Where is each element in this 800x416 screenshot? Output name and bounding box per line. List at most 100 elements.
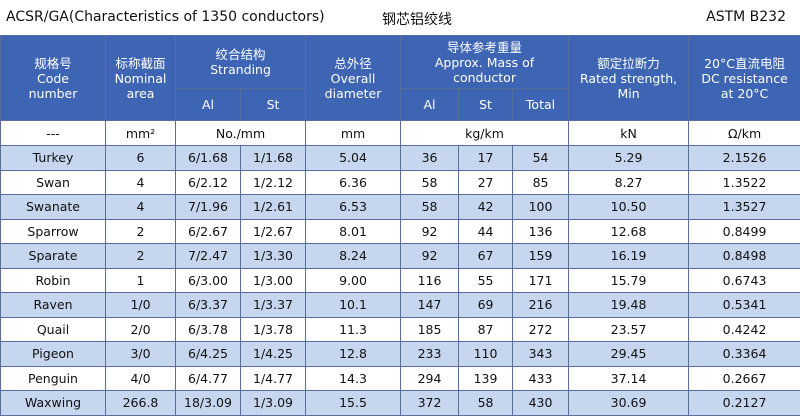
- cell: 16.19: [568, 243, 690, 269]
- cell: 12.68: [568, 218, 690, 244]
- cell: 0.6743: [688, 267, 800, 293]
- cell: 67: [458, 243, 514, 269]
- header-line: Overall: [330, 70, 376, 86]
- cell: Raven: [0, 292, 106, 318]
- cell: 110: [458, 341, 514, 367]
- header-row: 规格号 Code number 标称截面 Nominal area 绞合结构 Strandin…: [0, 35, 800, 121]
- cell: 1: [105, 267, 176, 293]
- cell: Penguin: [0, 365, 106, 391]
- cell: 1/3.09: [239, 390, 307, 416]
- cell: 5.29: [568, 145, 690, 171]
- cell: 92: [400, 243, 460, 269]
- cell: 17: [458, 145, 514, 171]
- data-row: Sparate 2 7/2.47 1/3.30 8.24 92 67 159 16.19 0.84…: [0, 243, 800, 269]
- cell: 6/4.25: [175, 341, 241, 367]
- cell: 0.5341: [688, 292, 800, 318]
- cell: 58: [400, 194, 460, 220]
- cell: 54: [512, 145, 570, 171]
- subheader: St: [458, 88, 514, 121]
- cell: 185: [400, 316, 460, 342]
- unit: kg/km: [400, 120, 570, 146]
- cell: 6.36: [305, 169, 402, 195]
- cell: 100: [512, 194, 570, 220]
- column-header: 绞合结构 Stranding: [174, 35, 307, 89]
- cell: 2: [105, 218, 176, 244]
- data-row: Penguin 4/0 6/4.77 1/4.77 14.3 294 139 433 37.14…: [0, 365, 800, 391]
- data-row: Raven 1/0 6/3.37 1/3.37 10.1 147 69 216 19.48 0.5…: [0, 292, 800, 318]
- title: ACSR/GA(Characteristics of 1350 conducto…: [6, 9, 325, 25]
- data-row: Pigeon 3/0 6/4.25 1/4.25 12.8 233 110 343 29.45 0…: [0, 341, 800, 367]
- cell: 1/2.12: [239, 169, 307, 195]
- cell: 266.8: [105, 390, 176, 416]
- cell: 1.3522: [688, 169, 800, 195]
- cell: 14.3: [305, 365, 402, 391]
- header-line: Rated strength,: [579, 70, 678, 86]
- cell: 0.8499: [688, 218, 800, 244]
- cell: 36: [400, 145, 460, 171]
- cell: 343: [512, 341, 570, 367]
- header-line: 20°C直流电阻: [704, 55, 785, 71]
- cell: 8.27: [568, 169, 690, 195]
- column-header: 标称截面 Nominal area: [105, 35, 176, 121]
- cell: 19.48: [568, 292, 690, 318]
- cell: 1/2.67: [239, 218, 307, 244]
- data-row: Swan 4 6/2.12 1/2.12 6.36 58 27 85 8.27 1.3522: [0, 169, 800, 195]
- subheader: Total: [512, 88, 570, 121]
- cell: 272: [512, 316, 570, 342]
- cell: 85: [512, 169, 570, 195]
- data-row: Waxwing 266.8 18/3.09 1/3.09 15.5 372 58 430 30.…: [0, 390, 800, 416]
- cell: Quail: [0, 316, 106, 342]
- cell: 15.79: [568, 267, 690, 293]
- cell: 216: [512, 292, 570, 318]
- cell: Swan: [0, 169, 106, 195]
- header-line: 总外径: [334, 55, 372, 71]
- cell: 1/4.77: [239, 365, 307, 391]
- cell: 44: [458, 218, 514, 244]
- cell: 37.14: [568, 365, 690, 391]
- header-line: 规格号: [34, 55, 72, 71]
- header-line: at 20°C: [720, 85, 769, 101]
- header-line: number: [28, 85, 78, 101]
- column-header: 导体参考重量 Approx. Mass of conductor: [400, 35, 570, 89]
- header-line: DC resistance: [701, 70, 788, 86]
- cell: 6/4.77: [175, 365, 241, 391]
- cell: Pigeon: [0, 341, 106, 367]
- cell: 6: [105, 145, 176, 171]
- cell: 1/2.61: [239, 194, 307, 220]
- unit: No./mm: [174, 120, 307, 146]
- header-line: diameter: [324, 85, 382, 101]
- cell: 233: [400, 341, 460, 367]
- column-header: 20°C直流电阻 DC resistance at 20°C: [688, 35, 800, 121]
- cell: 92: [400, 218, 460, 244]
- header-line: Nominal: [114, 70, 167, 86]
- column-header: 规格号 Code number: [0, 35, 106, 121]
- cell: 1/0: [105, 292, 176, 318]
- cell: 18/3.09: [175, 390, 241, 416]
- unit: ---: [0, 120, 106, 146]
- cell: 2.1526: [688, 145, 800, 171]
- cell: 0.3364: [688, 341, 800, 367]
- cell: 7/1.96: [175, 194, 241, 220]
- cell: Sparate: [0, 243, 106, 269]
- header-line: area: [126, 85, 155, 101]
- cell: 1/3.78: [239, 316, 307, 342]
- subheader: St: [239, 88, 307, 121]
- unit: mm: [305, 120, 402, 146]
- cell: 1/1.68: [239, 145, 307, 171]
- header-line: 绞合结构: [215, 47, 266, 62]
- cell: 430: [512, 390, 570, 416]
- cell: 0.2667: [688, 365, 800, 391]
- unit: mm²: [105, 120, 176, 146]
- cell: 0.8498: [688, 243, 800, 269]
- cell: Waxwing: [0, 390, 106, 416]
- cell: 2: [105, 243, 176, 269]
- data-row: Turkey 6 6/1.68 1/1.68 5.04 36 17 54 5.29 2.1526: [0, 145, 800, 171]
- unit: Ω/km: [688, 120, 800, 146]
- cell: 116: [400, 267, 460, 293]
- cell: 58: [458, 390, 514, 416]
- cell: 3/0: [105, 341, 176, 367]
- cell: 6/1.68: [175, 145, 241, 171]
- cell: 5.04: [305, 145, 402, 171]
- cell: 1/4.25: [239, 341, 307, 367]
- subheader: Al: [175, 88, 241, 121]
